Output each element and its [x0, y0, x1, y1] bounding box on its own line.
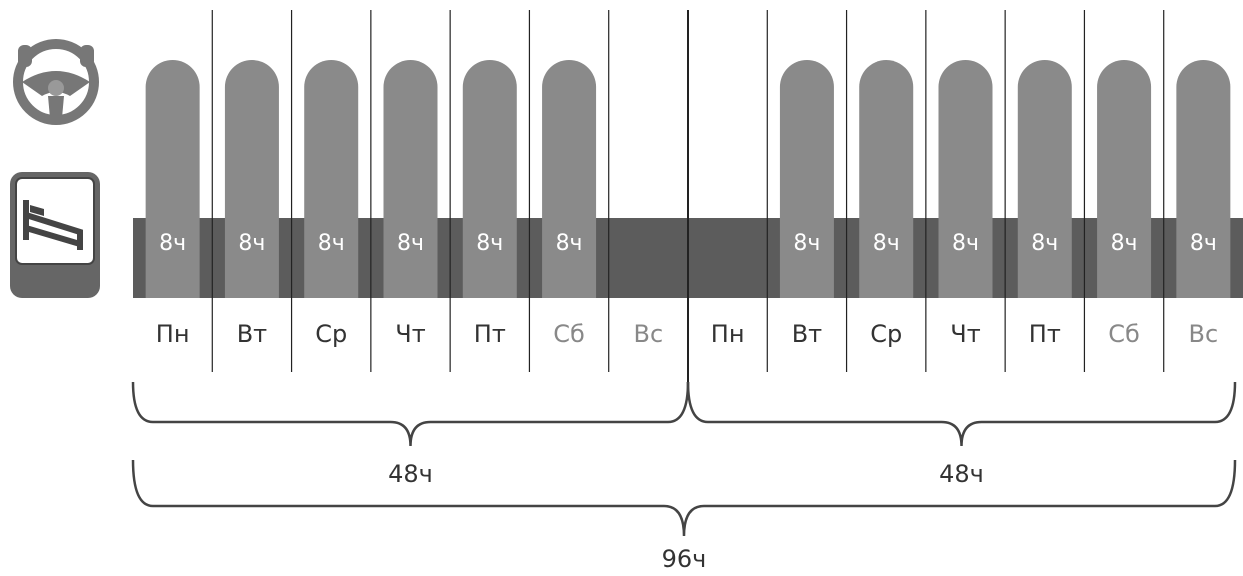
hours-label: 8ч — [952, 231, 979, 256]
driving-bar — [145, 60, 200, 299]
grand-total: 96ч — [662, 545, 707, 573]
hours-label: 8ч — [1111, 231, 1138, 256]
day-label: Сб — [1108, 320, 1140, 348]
driving-bar — [462, 60, 517, 299]
driving-bar — [383, 60, 438, 299]
day-label: Пт — [1029, 320, 1061, 348]
hours-label: 8ч — [238, 231, 265, 256]
day-label: Пн — [711, 320, 745, 348]
hours-label: 8ч — [397, 231, 424, 256]
day-label: Вс — [1189, 320, 1219, 348]
day-label: Вс — [634, 320, 664, 348]
driving-bar — [542, 60, 597, 299]
hours-label: 8ч — [1031, 231, 1058, 256]
hours-label: 8ч — [873, 231, 900, 256]
driving-bar — [859, 60, 914, 298]
day-label: Вт — [792, 320, 822, 348]
week-total: 48ч — [388, 460, 433, 488]
driving-bar — [779, 60, 834, 299]
hours-label: 8ч — [318, 231, 345, 256]
week-total: 48ч — [939, 460, 984, 488]
day-label: Ср — [870, 320, 902, 348]
day-label: Ср — [315, 320, 347, 348]
week-brace — [686, 381, 1237, 447]
driving-bar — [1017, 59, 1072, 298]
day-label: Чт — [950, 320, 980, 348]
day-label: Сб — [553, 320, 585, 348]
hours-label: 8ч — [1190, 231, 1217, 256]
day-label: Вт — [237, 320, 267, 348]
day-label: Пт — [474, 320, 506, 348]
steering-wheel-icon — [13, 39, 99, 125]
day-label: Чт — [395, 320, 425, 348]
bed-icon — [10, 172, 100, 298]
hours-label: 8ч — [556, 231, 583, 256]
day-label: Пн — [156, 320, 190, 348]
hours-label: 8ч — [793, 231, 820, 256]
total-brace — [131, 459, 1237, 537]
hours-label: 8ч — [159, 231, 186, 256]
driving-bar — [1097, 60, 1152, 299]
driving-bar — [938, 60, 993, 299]
hours-label: 8ч — [476, 231, 503, 256]
week-brace — [131, 381, 690, 447]
driving-bar — [1176, 60, 1231, 299]
driving-bar — [224, 60, 279, 299]
driving-bar — [304, 60, 359, 299]
